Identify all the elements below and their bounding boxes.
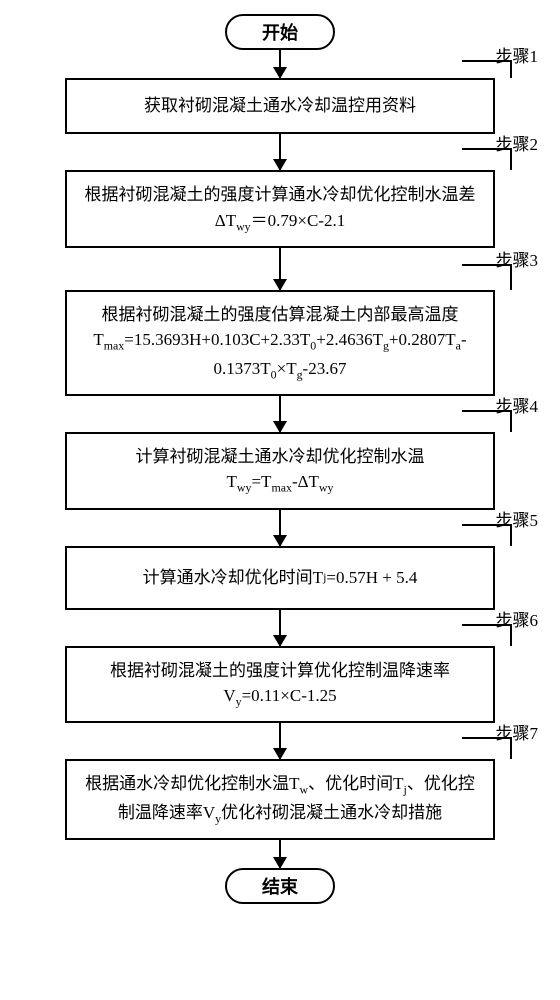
arrow bbox=[279, 50, 281, 78]
step-label-7: 步骤7 bbox=[496, 719, 539, 744]
process-box-3: 根据衬砌混凝土的强度估算混凝土内部最高温度Tmax=15.3693H+0.103… bbox=[65, 290, 495, 396]
step-label-1: 步骤1 bbox=[496, 42, 539, 67]
step-wrap: 步骤3 根据衬砌混凝土的强度估算混凝土内部最高温度Tmax=15.3693H+0… bbox=[40, 248, 560, 396]
process-box-5: 计算通水冷却优化时间Tj=0.57H + 5.4 bbox=[65, 546, 495, 610]
process-text-1: 获取衬砌混凝土通水冷却温控用资料 bbox=[144, 93, 416, 119]
step-label-3: 步骤3 bbox=[496, 246, 539, 271]
arrow bbox=[279, 840, 281, 868]
arrow bbox=[279, 134, 281, 170]
process-box-2: 根据衬砌混凝土的强度计算通水冷却优化控制水温差ΔTwy＝0.79×C-2.1 bbox=[65, 170, 495, 248]
end-label: 结束 bbox=[262, 873, 298, 899]
step-wrap bbox=[40, 840, 560, 868]
arrow bbox=[279, 610, 281, 646]
step-wrap: 步骤7 根据通水冷却优化控制水温Tw、优化时间Tj、优化控制温降速率Vy优化衬砌… bbox=[40, 723, 560, 840]
step-label-4: 步骤4 bbox=[496, 392, 539, 417]
step-wrap: 步骤1 获取衬砌混凝土通水冷却温控用资料 bbox=[40, 50, 560, 134]
step-wrap: 步骤6 根据衬砌混凝土的强度计算优化控制温降速率Vy=0.11×C-1.25 bbox=[40, 610, 560, 724]
process-box-6: 根据衬砌混凝土的强度计算优化控制温降速率Vy=0.11×C-1.25 bbox=[65, 646, 495, 724]
step-label-6: 步骤6 bbox=[496, 606, 539, 631]
arrow bbox=[279, 723, 281, 759]
end-terminal: 结束 bbox=[225, 868, 335, 904]
arrow bbox=[279, 396, 281, 432]
step-label-5: 步骤5 bbox=[496, 506, 539, 531]
arrow bbox=[279, 248, 281, 290]
step-wrap: 步骤4 计算衬砌混凝土通水冷却优化控制水温Twy=Tmax-ΔTwy bbox=[40, 396, 560, 510]
process-box-4: 计算衬砌混凝土通水冷却优化控制水温Twy=Tmax-ΔTwy bbox=[65, 432, 495, 510]
step-wrap: 步骤2 根据衬砌混凝土的强度计算通水冷却优化控制水温差ΔTwy＝0.79×C-2… bbox=[40, 134, 560, 248]
process-box-7: 根据通水冷却优化控制水温Tw、优化时间Tj、优化控制温降速率Vy优化衬砌混凝土通… bbox=[65, 759, 495, 840]
step-wrap: 步骤5 计算通水冷却优化时间Tj=0.57H + 5.4 bbox=[40, 510, 560, 610]
start-terminal: 开始 bbox=[225, 14, 335, 50]
start-label: 开始 bbox=[262, 19, 298, 45]
process-box-1: 获取衬砌混凝土通水冷却温控用资料 bbox=[65, 78, 495, 134]
flowchart-container: 开始 步骤1 获取衬砌混凝土通水冷却温控用资料 步骤2 根据衬砌混凝土的强度计算… bbox=[0, 0, 560, 1000]
arrow bbox=[279, 510, 281, 546]
step-label-2: 步骤2 bbox=[496, 130, 539, 155]
